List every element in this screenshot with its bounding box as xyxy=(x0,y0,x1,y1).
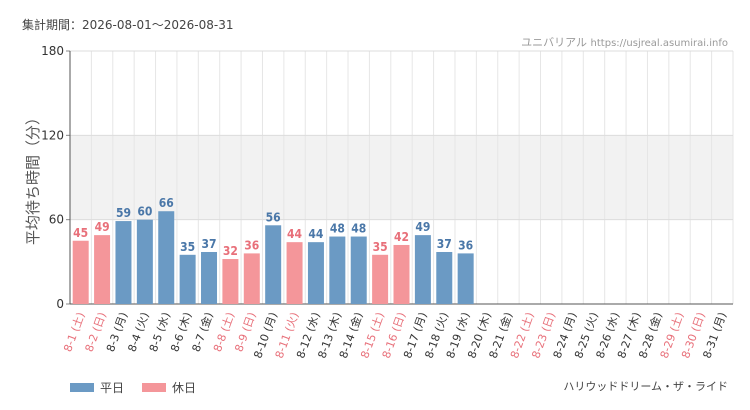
y-tick-label: 60 xyxy=(49,213,64,227)
data-label: 45 xyxy=(73,226,88,240)
data-label: 35 xyxy=(180,240,195,254)
y-tick-label: 0 xyxy=(56,297,64,311)
legend: 平日 休日 xyxy=(70,379,208,396)
data-label: 32 xyxy=(223,244,238,258)
data-label: 48 xyxy=(330,222,345,236)
bar xyxy=(179,254,196,304)
legend-swatch-holiday xyxy=(142,383,167,392)
bar xyxy=(436,251,453,304)
data-label: 35 xyxy=(373,240,388,254)
source-credit: ユニバリアル https://usjreal.asumirai.info xyxy=(521,34,728,50)
bar xyxy=(329,236,346,304)
shaded-band xyxy=(70,135,733,220)
legend-label-weekday: 平日 xyxy=(100,381,125,395)
legend-label-holiday: 休日 xyxy=(172,381,197,395)
data-label: 59 xyxy=(116,206,131,220)
legend-item-holiday: 休日 xyxy=(142,379,196,396)
bar xyxy=(222,259,239,304)
data-label: 44 xyxy=(287,227,303,241)
data-label: 48 xyxy=(351,222,366,236)
data-label: 36 xyxy=(244,238,259,252)
bar xyxy=(307,242,324,304)
data-label: 66 xyxy=(159,196,174,210)
bar xyxy=(265,225,282,304)
data-label: 56 xyxy=(266,210,281,224)
y-axis-title: 平均待ち時間（分） xyxy=(24,110,42,245)
legend-item-weekday: 平日 xyxy=(70,379,124,396)
bar xyxy=(286,242,303,304)
bar xyxy=(457,253,474,304)
data-label: 37 xyxy=(437,237,452,251)
bar xyxy=(94,235,111,304)
bar xyxy=(350,236,367,304)
y-tick-label: 120 xyxy=(41,128,64,142)
bar xyxy=(201,251,218,304)
period-label: 集計期間：2026-08-01〜2026-08-31 xyxy=(22,18,234,32)
bar xyxy=(72,240,89,304)
attraction-name: ハリウッドドリーム・ザ・ライド xyxy=(563,380,728,393)
data-label: 37 xyxy=(202,237,217,251)
bar xyxy=(158,211,175,304)
bar xyxy=(136,219,153,304)
bar xyxy=(243,253,260,304)
data-label: 44 xyxy=(308,227,324,241)
bar xyxy=(414,235,431,304)
bar xyxy=(393,244,410,304)
data-label: 49 xyxy=(415,220,430,234)
data-label: 60 xyxy=(137,205,152,219)
legend-swatch-weekday xyxy=(70,383,94,392)
bar xyxy=(372,254,389,304)
y-tick-label: 180 xyxy=(41,44,64,58)
data-label: 49 xyxy=(95,220,110,234)
source-name: ユニバリアル xyxy=(521,36,588,49)
data-label: 36 xyxy=(458,238,473,252)
bar xyxy=(115,221,132,304)
source-url: https://usjreal.asumirai.info xyxy=(590,38,728,49)
data-label: 42 xyxy=(394,230,409,244)
